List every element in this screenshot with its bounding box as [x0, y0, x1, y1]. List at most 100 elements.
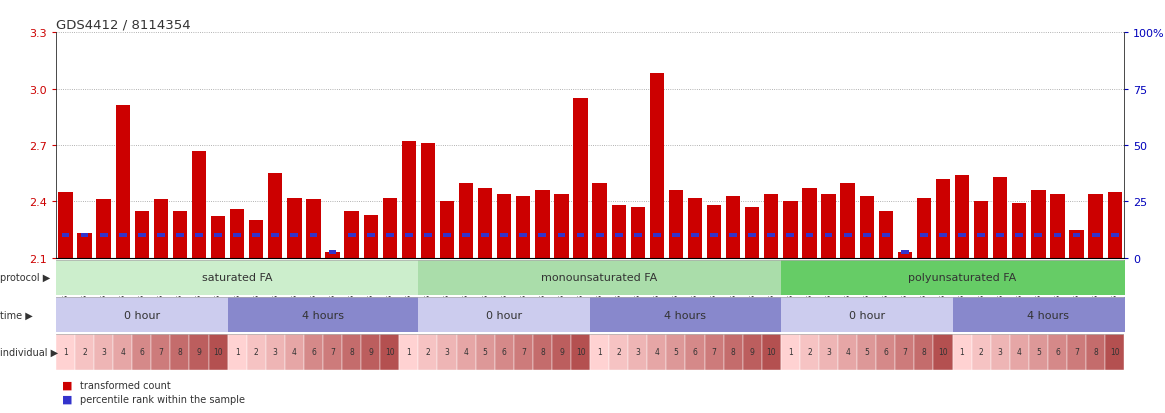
Text: 4 hours: 4 hours: [664, 310, 706, 320]
Text: 4: 4: [1017, 348, 1022, 356]
Bar: [1110, 233, 1118, 237]
Bar: [1047, 335, 1067, 370]
Bar: [917, 198, 931, 258]
Text: 1: 1: [63, 348, 68, 356]
Bar: [990, 335, 1010, 370]
Text: 8: 8: [1093, 348, 1097, 356]
Bar: [363, 215, 377, 258]
Bar: [214, 233, 223, 237]
Bar: [935, 179, 951, 258]
Text: 3: 3: [445, 348, 450, 356]
Bar: [230, 209, 245, 258]
Text: 4: 4: [655, 348, 659, 356]
Bar: [380, 335, 400, 370]
Text: 9: 9: [368, 348, 373, 356]
Bar: [552, 335, 571, 370]
Bar: [1088, 195, 1103, 258]
Bar: [555, 195, 569, 258]
Bar: [939, 233, 947, 237]
Text: 6: 6: [883, 348, 888, 356]
Text: 1: 1: [960, 348, 965, 356]
Bar: [666, 335, 685, 370]
Bar: [288, 198, 302, 258]
Text: 6: 6: [311, 348, 316, 356]
Text: percentile rank within the sample: percentile rank within the sample: [80, 394, 246, 404]
Text: 10: 10: [938, 348, 948, 356]
Bar: [882, 233, 890, 237]
Text: 5: 5: [1036, 348, 1040, 356]
Bar: [876, 335, 895, 370]
Bar: [535, 191, 550, 258]
Bar: [271, 233, 280, 237]
Bar: [170, 335, 190, 370]
Bar: [386, 233, 394, 237]
Bar: [190, 335, 209, 370]
Bar: [62, 233, 70, 237]
Bar: [609, 335, 628, 370]
Bar: [113, 335, 132, 370]
Bar: [1069, 230, 1083, 258]
Bar: [1051, 195, 1065, 258]
Bar: [56, 335, 75, 370]
Bar: [284, 335, 304, 370]
Text: 5: 5: [482, 348, 488, 356]
Bar: [290, 233, 298, 237]
Text: 0 hour: 0 hour: [123, 310, 160, 320]
Text: monounsaturated FA: monounsaturated FA: [542, 273, 658, 283]
Bar: [687, 198, 702, 258]
Bar: [1053, 233, 1061, 237]
Bar: [516, 196, 530, 258]
Bar: [157, 233, 164, 237]
Text: 5: 5: [673, 348, 678, 356]
Bar: [1073, 233, 1080, 237]
Bar: [577, 233, 585, 237]
Bar: [405, 233, 412, 237]
Text: protocol ▶: protocol ▶: [0, 273, 50, 283]
Bar: [323, 335, 343, 370]
Bar: [783, 202, 798, 258]
Bar: [648, 335, 666, 370]
Bar: [495, 335, 514, 370]
Bar: [306, 200, 320, 258]
Bar: [304, 335, 323, 370]
Bar: [135, 211, 149, 258]
Text: 1: 1: [598, 348, 602, 356]
Bar: [726, 196, 740, 258]
Text: 3: 3: [273, 348, 277, 356]
Bar: [1035, 233, 1043, 237]
Bar: [612, 206, 626, 258]
Bar: [497, 195, 511, 258]
Bar: [958, 233, 966, 237]
Text: GDS4412 / 8114354: GDS4412 / 8114354: [56, 19, 191, 31]
Bar: [1108, 192, 1122, 258]
Bar: [80, 233, 89, 237]
Bar: [227, 335, 247, 370]
Bar: [115, 106, 129, 258]
Text: 4: 4: [464, 348, 468, 356]
Bar: [172, 211, 188, 258]
Bar: [711, 233, 718, 237]
Bar: [329, 250, 337, 254]
Bar: [247, 335, 266, 370]
Text: 10: 10: [576, 348, 585, 356]
Text: 7: 7: [521, 348, 525, 356]
Text: 10: 10: [213, 348, 223, 356]
Text: 6: 6: [140, 348, 144, 356]
Bar: [615, 233, 622, 237]
Bar: [707, 206, 721, 258]
Bar: [825, 233, 833, 237]
Bar: [266, 335, 284, 370]
Bar: [443, 233, 451, 237]
Bar: [100, 233, 107, 237]
Bar: [685, 335, 705, 370]
Bar: [249, 221, 263, 258]
Text: 8: 8: [730, 348, 735, 356]
Bar: [1031, 191, 1045, 258]
Bar: [628, 335, 648, 370]
Bar: [361, 335, 380, 370]
Bar: [253, 233, 260, 237]
Text: 4 hours: 4 hours: [1026, 310, 1069, 320]
Text: 7: 7: [1074, 348, 1079, 356]
Text: 7: 7: [712, 348, 716, 356]
Bar: [860, 196, 874, 258]
